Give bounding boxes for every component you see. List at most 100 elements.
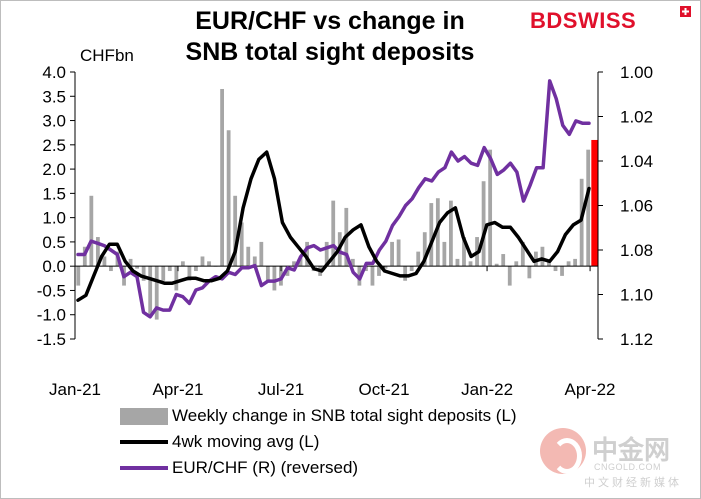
bar xyxy=(331,200,336,267)
bar xyxy=(488,149,493,267)
x-tick-label: Apr-21 xyxy=(152,380,203,399)
bar xyxy=(148,266,153,318)
bar xyxy=(370,266,375,286)
bar xyxy=(514,261,519,267)
bar xyxy=(324,241,329,267)
bar xyxy=(180,261,185,267)
bar xyxy=(161,266,166,281)
legend-item-ma: 4wk moving avg (L) xyxy=(120,429,517,455)
bar xyxy=(265,266,270,281)
watermark-logo-icon xyxy=(540,428,586,474)
bar xyxy=(76,266,81,286)
brand-logo: BDSWISS xyxy=(530,8,637,33)
x-tick-label: Jan-21 xyxy=(49,380,101,399)
bar xyxy=(455,258,460,267)
left-tick-label: 0.5 xyxy=(42,233,66,252)
left-tick-label: 3.5 xyxy=(42,87,66,106)
bar xyxy=(89,195,94,267)
x-tick-label: Oct-21 xyxy=(359,380,410,399)
bar xyxy=(292,261,296,267)
bar xyxy=(298,256,303,267)
bar xyxy=(435,198,440,267)
bar xyxy=(566,261,571,267)
right-tick-label: 1.04 xyxy=(620,152,653,171)
left-tick-label: 2.5 xyxy=(42,136,66,155)
watermark: 中金网 CNGOLD.COM 中文财经新媒体 xyxy=(540,426,690,492)
bar xyxy=(540,246,545,267)
bar xyxy=(409,266,414,272)
bar xyxy=(174,266,179,291)
bar xyxy=(350,258,355,267)
bar xyxy=(239,222,244,267)
right-tick-label: 1.08 xyxy=(620,241,653,260)
watermark-cn: 中金网 xyxy=(592,435,671,465)
bar xyxy=(422,232,427,267)
brand-cross-icon xyxy=(680,6,691,17)
bar xyxy=(560,266,564,276)
bar xyxy=(95,237,100,267)
bar xyxy=(102,256,107,267)
right-tick-label: 1.12 xyxy=(620,330,653,349)
left-tick-label: 2.0 xyxy=(42,160,66,179)
bar xyxy=(442,241,447,267)
bar xyxy=(494,263,499,267)
left-tick-label: 1.5 xyxy=(42,184,66,203)
left-axis-unit: CHFbn xyxy=(80,46,134,65)
legend: Weekly change in SNB total sight deposit… xyxy=(120,403,517,481)
bar xyxy=(591,139,599,267)
bar xyxy=(579,178,584,267)
bar xyxy=(507,266,512,286)
watermark-sub: 中文财经新媒体 xyxy=(584,477,682,489)
bar xyxy=(128,258,133,267)
bar xyxy=(429,203,434,267)
bar xyxy=(167,266,172,272)
bar xyxy=(547,261,551,267)
bar xyxy=(416,251,421,267)
bar xyxy=(501,254,506,267)
bar xyxy=(527,266,532,279)
bar xyxy=(272,266,277,291)
bar xyxy=(207,261,211,267)
bar xyxy=(154,266,159,320)
right-tick-label: 1.02 xyxy=(620,108,653,127)
bar xyxy=(246,246,251,267)
bar xyxy=(396,239,401,267)
right-tick-label: 1.10 xyxy=(620,286,653,305)
bar xyxy=(187,266,192,281)
eurchf-line xyxy=(76,79,591,319)
bar xyxy=(403,266,408,281)
legend-item-bars: Weekly change in SNB total sight deposit… xyxy=(120,403,517,429)
bar xyxy=(390,241,394,267)
x-tick-label: Apr-22 xyxy=(564,380,615,399)
legend-item-eurchf: EUR/CHF (R) (reversed) xyxy=(120,455,517,481)
left-tick-label: 3.0 xyxy=(42,112,66,131)
legend-label-eurchf: EUR/CHF (R) (reversed) xyxy=(172,458,359,477)
bar xyxy=(194,266,198,272)
bar xyxy=(135,266,140,269)
legend-swatch-bars xyxy=(120,407,168,425)
left-tick-label: 1.0 xyxy=(42,209,66,228)
moving-average-line xyxy=(76,150,591,302)
x-tick-label: Jan-22 xyxy=(461,380,513,399)
bar xyxy=(586,149,591,267)
left-tick-label: -1.5 xyxy=(37,330,66,349)
bar xyxy=(305,241,309,267)
x-tick-label: Jul-21 xyxy=(258,380,304,399)
bar xyxy=(462,237,466,267)
title-line-1: EUR/CHF vs change in xyxy=(195,7,465,35)
title-line-2: SNB total sight deposits xyxy=(185,38,475,66)
bar xyxy=(200,256,205,267)
bar xyxy=(468,261,473,267)
legend-label-ma: 4wk moving avg (L) xyxy=(172,432,320,451)
bar xyxy=(109,266,113,272)
left-tick-label: -1.0 xyxy=(37,306,66,325)
legend-swatch-eurchf xyxy=(120,466,168,470)
legend-label-bars: Weekly change in SNB total sight deposit… xyxy=(172,406,517,425)
bar xyxy=(573,258,578,267)
bar xyxy=(553,266,558,272)
legend-swatch-ma xyxy=(120,440,168,444)
left-tick-label: 4.0 xyxy=(42,63,66,82)
right-tick-label: 1.06 xyxy=(620,197,653,216)
bar xyxy=(141,266,146,281)
